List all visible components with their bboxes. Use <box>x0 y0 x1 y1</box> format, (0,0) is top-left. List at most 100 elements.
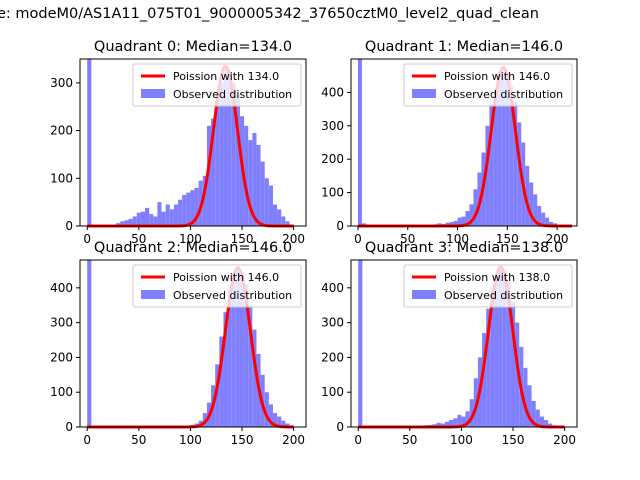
histogram-bar <box>489 104 494 226</box>
histogram-bar <box>182 194 187 226</box>
histogram-bar <box>252 132 257 226</box>
y-tick-label: 100 <box>50 385 73 399</box>
histogram-bar <box>539 416 544 427</box>
histogram-bar <box>543 420 549 427</box>
histogram-bar <box>244 284 249 427</box>
x-tick-label: 50 <box>131 232 146 246</box>
histogram-bar <box>244 125 249 226</box>
histogram-bar <box>465 210 470 226</box>
histogram-bar <box>264 392 269 427</box>
y-tick-label: 0 <box>65 219 73 233</box>
histogram-bar <box>277 416 282 427</box>
y-tick-label: 400 <box>321 85 344 99</box>
y-tick-label: 300 <box>321 316 344 330</box>
histogram-bar <box>219 336 224 427</box>
y-tick-label: 400 <box>50 281 73 295</box>
quadrant-3-panel: 0 50 100 150 200 0 100 200 300 400 Quadrant 3: Med… <box>321 240 578 447</box>
histogram-bar <box>248 140 253 226</box>
histogram-bar <box>231 273 236 427</box>
histogram-bar <box>186 192 191 226</box>
histogram-bar <box>457 414 462 427</box>
histogram-bar <box>533 194 538 226</box>
x-tick-label: 200 <box>282 433 305 447</box>
x-tick-label: 100 <box>179 232 202 246</box>
x-tick-label: 0 <box>83 232 91 246</box>
histogram-bar <box>449 420 454 427</box>
y-tick-label: 100 <box>321 186 344 200</box>
y-tick-label: 100 <box>321 385 344 399</box>
histogram-bar <box>537 205 542 226</box>
histogram-bar <box>268 404 273 427</box>
histogram-bar <box>510 301 516 427</box>
histogram-bar <box>531 400 536 427</box>
histogram-bar <box>498 268 503 427</box>
histogram-bar <box>545 217 550 226</box>
legend-hist-label: Observed distribution <box>444 289 563 302</box>
histogram-bar <box>549 221 554 226</box>
x-tick-label: 100 <box>446 232 469 246</box>
quadrant-1-panel: 0 50 100 150 200 0 100 200 300 400 Quadrant 1: Med… <box>321 39 578 246</box>
histogram-bar <box>285 221 290 226</box>
legend-hist-swatch <box>141 89 165 98</box>
x-tick-label: 0 <box>354 433 362 447</box>
histogram-bar <box>235 268 240 427</box>
legend-box <box>132 264 302 308</box>
x-tick-label: 150 <box>231 232 254 246</box>
histogram-bar <box>149 214 154 226</box>
y-tick-label: 200 <box>321 152 344 166</box>
legend-hist-swatch <box>412 290 436 299</box>
x-tick-label: 200 <box>282 232 305 246</box>
histogram-bar <box>502 270 507 427</box>
legend-hist-label: Observed distribution <box>173 289 292 302</box>
histogram-bar <box>527 385 532 427</box>
histogram-bar <box>120 221 125 226</box>
histogram-bar <box>169 209 174 226</box>
histogram-bar <box>128 218 133 226</box>
histogram-bar <box>219 82 224 226</box>
quadrant-title: Quadrant 2: Median=146.0 <box>94 240 292 256</box>
y-tick-label: 100 <box>50 171 73 185</box>
legend-hist-swatch <box>412 89 436 98</box>
histogram-bar <box>445 222 450 226</box>
histogram-bar <box>173 204 179 226</box>
histogram-bar <box>281 216 286 226</box>
histogram-bar <box>515 322 520 427</box>
histogram-bar <box>235 94 240 227</box>
quadrant-title: Quadrant 1: Median=146.0 <box>365 39 563 55</box>
histogram-bar <box>264 178 269 226</box>
legend-fit-label: Poission with 134.0 <box>173 70 279 83</box>
histogram-bar <box>453 418 458 427</box>
histogram-bar <box>272 413 278 427</box>
histogram-bar <box>523 367 528 427</box>
histogram-bar <box>505 72 510 226</box>
histogram-bar <box>494 273 499 427</box>
histogram-bar <box>206 125 212 226</box>
quadrant-title: Quadrant 3: Median=138.0 <box>365 240 563 256</box>
histogram-bar <box>140 211 146 226</box>
quadrant-2-panel: 0 50 100 150 200 0 100 200 300 400 Quadrant 2: Med… <box>50 240 307 447</box>
histogram-bar <box>277 209 282 226</box>
histogram-bar <box>541 212 546 226</box>
histogram-bar <box>485 125 490 226</box>
y-tick-label: 300 <box>321 119 344 133</box>
histogram-bar <box>248 305 253 427</box>
histogram-bar <box>153 216 158 226</box>
x-tick-label: 0 <box>83 433 91 447</box>
histogram-bar <box>223 312 228 427</box>
histogram-bar <box>440 423 445 427</box>
x-tick-label: 100 <box>179 433 202 447</box>
legend-hist-label: Observed distribution <box>444 88 563 101</box>
legend-hist-swatch <box>141 290 165 299</box>
histogram-bar <box>453 220 458 226</box>
y-tick-label: 200 <box>50 124 73 138</box>
histogram-bar <box>358 260 363 427</box>
histogram-bar <box>461 216 466 226</box>
histogram-bar <box>457 217 462 226</box>
histogram-bar <box>256 144 261 226</box>
y-tick-label: 200 <box>50 350 73 364</box>
histogram-bar <box>465 411 470 427</box>
y-tick-label: 200 <box>321 350 344 364</box>
histogram-bar <box>239 272 245 427</box>
histogram-bar <box>215 99 220 226</box>
histogram-bar <box>272 204 278 226</box>
